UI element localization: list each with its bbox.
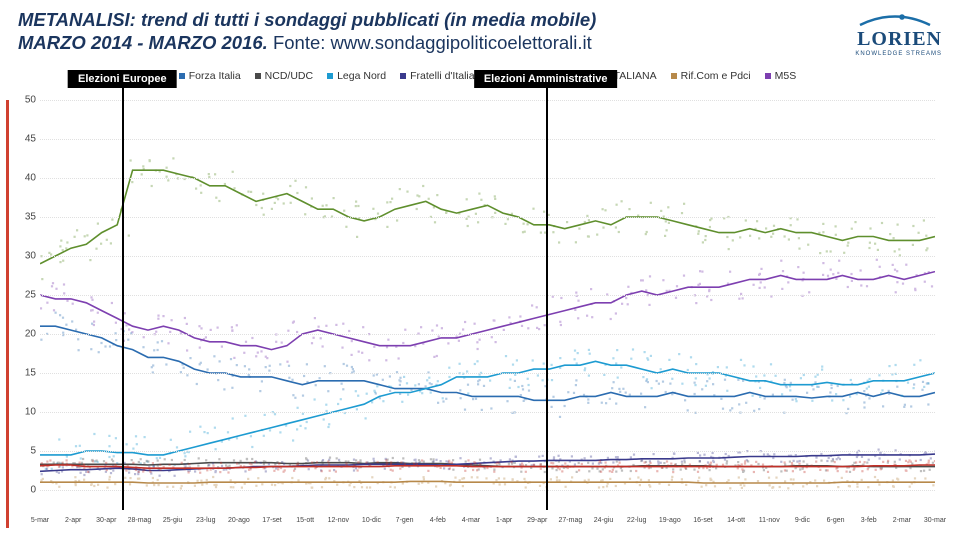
header: METANALISI: trend di tutti i sondaggi pu… xyxy=(0,0,960,57)
legend-marker-icon xyxy=(400,73,406,79)
x-axis-label: 6-gen xyxy=(827,517,845,524)
x-axis-label: 4-feb xyxy=(430,517,446,524)
y-axis-label: 15 xyxy=(18,368,36,379)
y-axis-label: 30 xyxy=(18,251,36,262)
gridline xyxy=(40,256,935,257)
series-scatter-PD xyxy=(40,157,935,280)
x-axis-label: 30-mar xyxy=(924,517,946,524)
x-axis-label: 4-mar xyxy=(462,517,480,524)
y-axis-label: 50 xyxy=(18,95,36,106)
x-axis-label: 10-dic xyxy=(362,517,381,524)
series-scatter-ForzaItalia xyxy=(40,312,935,418)
y-axis-label: 25 xyxy=(18,290,36,301)
source-label: Fonte: www.sondaggipoliticoelettorali.it xyxy=(273,32,592,53)
series-line-LegaNord xyxy=(40,361,935,455)
legend-marker-icon xyxy=(671,73,677,79)
gridline xyxy=(40,373,935,374)
x-axis-label: 1-apr xyxy=(496,517,512,524)
gridline xyxy=(40,100,935,101)
x-axis-label: 15-ott xyxy=(296,517,314,524)
x-axis-label: 2-apr xyxy=(65,517,81,524)
x-axis-label: 25-giu xyxy=(163,517,182,524)
legend-marker-icon xyxy=(327,73,333,79)
y-axis-label: 10 xyxy=(18,407,36,418)
gridline xyxy=(40,334,935,335)
gridline xyxy=(40,490,935,491)
title-line2: MARZO 2014 - MARZO 2016. Fonte: www.sond… xyxy=(18,31,596,54)
legend-marker-icon xyxy=(765,73,771,79)
x-axis-label: 9-dic xyxy=(795,517,810,524)
series-line-M5S xyxy=(40,272,935,350)
gridline xyxy=(40,295,935,296)
y-axis-label: 5 xyxy=(18,446,36,457)
event-label: Elezioni Amministrative xyxy=(474,70,618,88)
x-axis-label: 23-lug xyxy=(196,517,215,524)
logo-tagline: KNOWLEDGE STREAMS xyxy=(855,51,942,57)
x-axis-label: 19-ago xyxy=(659,517,681,524)
x-axis-label: 2-mar xyxy=(893,517,911,524)
x-axis-label: 14-ott xyxy=(727,517,745,524)
gridline xyxy=(40,217,935,218)
x-axis-label: 7-gen xyxy=(396,517,414,524)
y-axis-label: 45 xyxy=(18,134,36,145)
x-axis-label: 5-mar xyxy=(31,517,49,524)
legend-marker-icon xyxy=(179,73,185,79)
x-axis-label: 29-apr xyxy=(527,517,547,524)
x-axis-label: 27-mag xyxy=(558,517,582,524)
series-line-RifCom xyxy=(40,481,935,483)
y-axis-label: 35 xyxy=(18,212,36,223)
gridline xyxy=(40,139,935,140)
gridline xyxy=(40,451,935,452)
y-axis-label: 20 xyxy=(18,329,36,340)
accent-side-bar xyxy=(6,100,9,528)
chart-area: Forza ItaliaNCD/UDCLega NordFratelli d'I… xyxy=(40,80,935,510)
y-axis-label: 0 xyxy=(18,485,36,496)
event-line xyxy=(546,80,548,510)
title-block: METANALISI: trend di tutti i sondaggi pu… xyxy=(18,8,596,54)
x-axis-label: 16-set xyxy=(693,517,712,524)
series-scatter-M5S xyxy=(40,258,935,363)
title-line1: METANALISI: trend di tutti i sondaggi pu… xyxy=(18,8,596,31)
gridline xyxy=(40,412,935,413)
x-axis-label: 28-mag xyxy=(128,517,152,524)
x-axis-label: 11-nov xyxy=(759,517,780,524)
x-axis-label: 12-nov xyxy=(328,517,349,524)
x-axis-label: 30-apr xyxy=(96,517,116,524)
event-label: Elezioni Europee xyxy=(68,70,177,88)
logo: LORIEN KNOWLEDGE STREAMS xyxy=(855,12,942,57)
logo-text: LORIEN xyxy=(855,28,942,51)
event-line xyxy=(122,80,124,510)
x-axis-label: 22-lug xyxy=(627,517,646,524)
x-axis-label: 17-set xyxy=(262,517,281,524)
gridline xyxy=(40,178,935,179)
x-axis-label: 24-giu xyxy=(594,517,613,524)
legend-marker-icon xyxy=(255,73,261,79)
y-axis-label: 40 xyxy=(18,173,36,184)
x-axis-label: 3-feb xyxy=(861,517,877,524)
x-axis-label: 20-ago xyxy=(228,517,250,524)
series-line-ForzaItalia xyxy=(40,326,935,400)
